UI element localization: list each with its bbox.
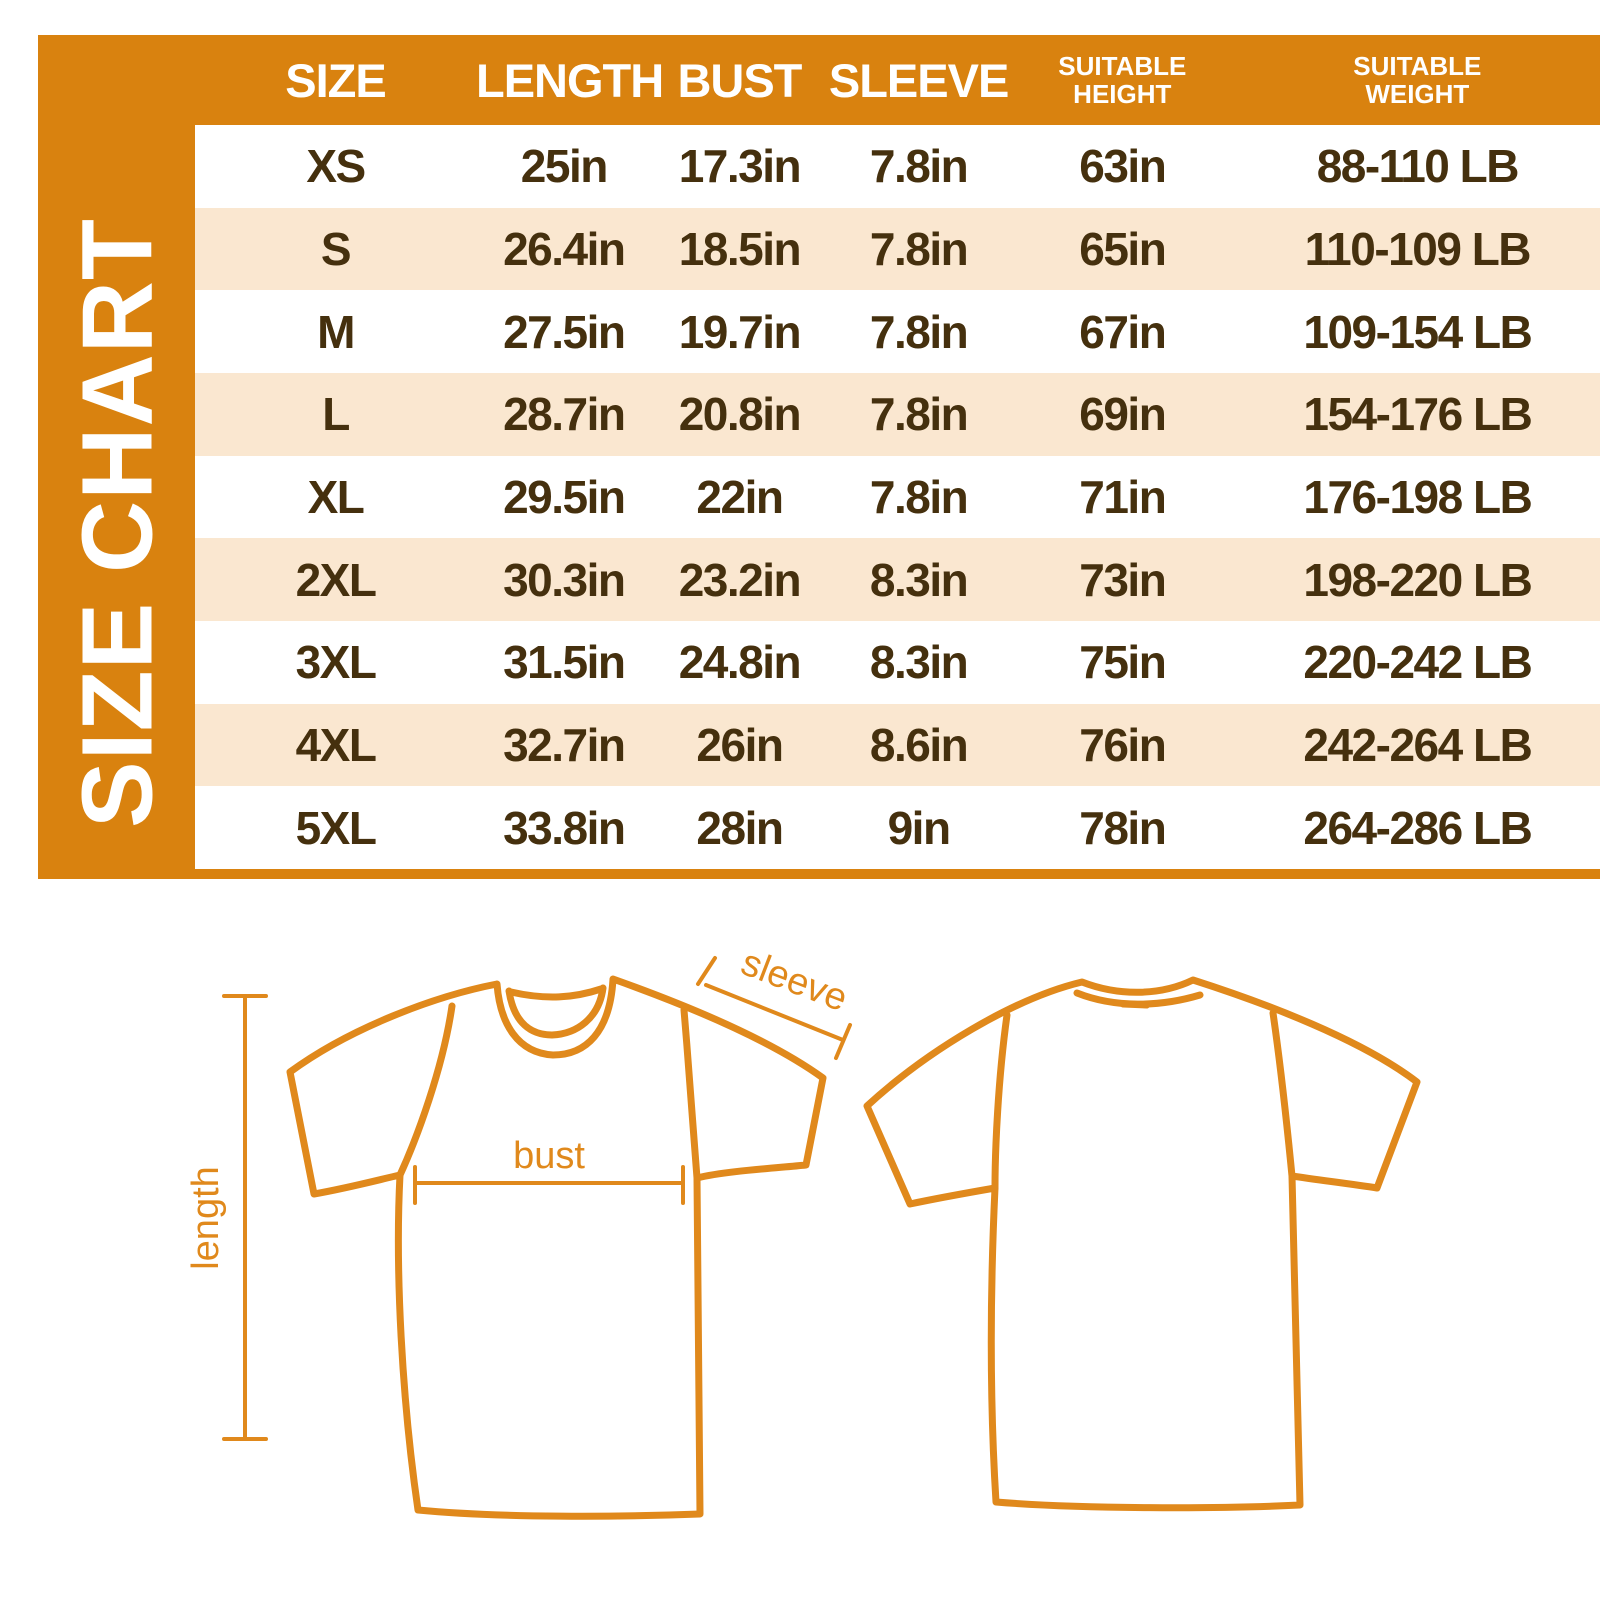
cell-size: XS <box>306 140 366 193</box>
col-header-bust: BUST <box>652 57 828 104</box>
front-collar-inner <box>505 984 607 1039</box>
tshirt-back-drawing <box>863 976 1421 1512</box>
col-header-size: SIZE <box>195 57 476 104</box>
col-header-suitable-height-line2: HEIGHT <box>1073 79 1172 109</box>
size-chart-sidebar: SIZE CHART <box>38 35 195 879</box>
cell-length: 25in <box>520 140 609 193</box>
col-header-suitable-height-line1: SUITABLE <box>1058 50 1187 81</box>
cell-suitable-weight: 88-110 LB <box>1316 140 1520 193</box>
cell-sleeve: 7.8in <box>869 140 969 193</box>
col-header-sleeve: SLEEVE <box>827 57 1010 104</box>
cell-length: 32.7in <box>503 718 626 771</box>
col-header-suitable-height: SUITABLE HEIGHT <box>1010 52 1235 108</box>
col-header-suitable-weight-line2: WEIGHT <box>1365 79 1470 109</box>
cell-suitable-weight: 198-220 LB <box>1303 553 1532 606</box>
cell-size: XL <box>307 470 365 523</box>
tshirt-measure-diagram: bust length sleeve <box>0 900 1600 1600</box>
cell-bust: 18.5in <box>678 222 802 275</box>
cell-length: 26.4in <box>503 222 626 275</box>
cell-sleeve: 8.3in <box>869 636 969 689</box>
col-header-suitable-weight: SUITABLE WEIGHT <box>1235 52 1600 108</box>
cell-size: 3XL <box>295 636 377 689</box>
cell-bust: 23.2in <box>678 553 802 606</box>
cell-sleeve: 7.8in <box>869 305 969 358</box>
bust-label: bust <box>513 1135 585 1177</box>
back-collar-tag <box>1120 1002 1150 1009</box>
cell-sleeve: 7.8in <box>869 222 969 275</box>
table-row: XL 29.5in 22in 7.8in 71in 176-198 LB <box>195 455 1600 539</box>
cell-length: 28.7in <box>503 388 626 441</box>
cell-size: 2XL <box>295 553 377 606</box>
table-row: 3XL 31.5in 24.8in 8.3in 75in 220-242 LB <box>195 620 1600 704</box>
tshirt-front-drawing <box>286 975 827 1520</box>
cell-suitable-height: 65in <box>1079 222 1167 275</box>
cell-size: 4XL <box>295 718 377 771</box>
length-label: length <box>185 1166 227 1270</box>
cell-sleeve: 8.6in <box>869 718 969 771</box>
sleeve-measure-line <box>696 956 852 1060</box>
cell-suitable-weight: 176-198 LB <box>1303 470 1532 523</box>
cell-sleeve: 7.8in <box>869 470 969 523</box>
front-armhole-left <box>396 1002 456 1179</box>
col-header-sleeve-label: SLEEVE <box>828 53 1009 107</box>
cell-suitable-weight: 154-176 LB <box>1303 388 1532 441</box>
cell-suitable-height: 69in <box>1079 388 1167 441</box>
table-row: L 28.7in 20.8in 7.8in 69in 154-176 LB <box>195 372 1600 456</box>
cell-length: 27.5in <box>503 305 626 358</box>
cell-suitable-weight: 264-286 LB <box>1303 801 1532 854</box>
cell-bust: 24.8in <box>678 636 802 689</box>
bust-measure-line <box>413 1165 685 1205</box>
back-armhole-right <box>1269 1009 1296 1180</box>
table-rows: XS 25in 17.3in 7.8in 63in 88-110 LB S 26.4in 18.… <box>195 125 1600 869</box>
length-measure-line <box>222 994 268 1441</box>
cell-suitable-height: 75in <box>1079 636 1167 689</box>
size-chart-title: SIZE CHART <box>61 218 174 828</box>
cell-bust: 26in <box>696 718 784 771</box>
back-armhole-left <box>991 1011 1011 1192</box>
cell-suitable-height: 78in <box>1079 801 1167 854</box>
cell-suitable-height: 73in <box>1079 553 1167 606</box>
cell-length: 31.5in <box>503 636 626 689</box>
cell-bust: 20.8in <box>678 388 802 441</box>
cell-bust: 17.3in <box>678 140 802 193</box>
col-header-bust-label: BUST <box>677 53 802 107</box>
cell-suitable-weight: 242-264 LB <box>1303 718 1532 771</box>
cell-length: 30.3in <box>503 553 626 606</box>
cell-suitable-height: 76in <box>1079 718 1167 771</box>
table-row: 5XL 33.8in 28in 9in 78in 264-286 LB <box>195 786 1600 869</box>
front-collar-top <box>507 985 605 1001</box>
table-row: M 27.5in 19.7in 7.8in 67in 109-154 LB <box>195 290 1600 373</box>
cell-bust: 28in <box>696 801 784 854</box>
col-header-length-label: LENGTH <box>476 53 664 107</box>
cell-length: 29.5in <box>503 470 626 523</box>
cell-size: S <box>320 222 352 275</box>
cell-size: 5XL <box>295 801 377 854</box>
front-armhole-right <box>680 1006 701 1182</box>
table-header-row: SIZE LENGTH BUST SLEEVE SUITABLE HEIGHT … <box>195 35 1600 125</box>
table-row: S 26.4in 18.5in 7.8in 65in 110-109 LB <box>195 207 1600 291</box>
table-row: 4XL 32.7in 26in 8.6in 76in 242-264 LB <box>195 703 1600 787</box>
cell-sleeve: 8.3in <box>869 553 969 606</box>
cell-bust: 19.7in <box>678 305 802 358</box>
cell-length: 33.8in <box>503 801 626 854</box>
col-header-suitable-weight-line1: SUITABLE <box>1353 50 1482 81</box>
table-row: XS 25in 17.3in 7.8in 63in 88-110 LB <box>195 125 1600 208</box>
cell-suitable-weight: 109-154 LB <box>1303 305 1532 358</box>
cell-suitable-height: 71in <box>1079 470 1167 523</box>
col-header-size-label: SIZE <box>285 53 386 107</box>
sleeve-label: sleeve <box>736 942 854 1021</box>
cell-size: M <box>317 305 355 358</box>
cell-suitable-weight: 220-242 LB <box>1303 636 1532 689</box>
cell-sleeve: 7.8in <box>869 388 969 441</box>
size-chart-panel: SIZE CHART SIZE LENGTH BUST SLEEVE SUITA… <box>38 35 1600 879</box>
table-row: 2XL 30.3in 23.2in 8.3in 73in 198-220 LB <box>195 538 1600 621</box>
cell-suitable-height: 63in <box>1079 140 1167 193</box>
cell-sleeve: 9in <box>887 801 951 854</box>
col-header-length: LENGTH <box>476 57 664 104</box>
cell-suitable-height: 67in <box>1079 305 1167 358</box>
cell-bust: 22in <box>696 470 784 523</box>
cell-suitable-weight: 110-109 LB <box>1304 222 1532 275</box>
cell-size: L <box>322 388 350 441</box>
